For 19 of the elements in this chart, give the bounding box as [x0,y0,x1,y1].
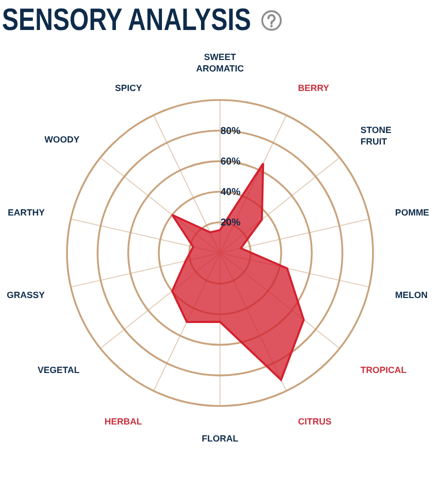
spoke-label: FLORAL [202,434,239,444]
spoke-label: SWEET AROMATIC [196,52,244,74]
spoke-label: POMME [395,208,430,218]
y-tick-label: 80% [220,126,241,137]
spoke-label: CITRUS [298,416,332,426]
y-tick-label: 40% [220,187,241,198]
spoke-label: WOODY [44,134,80,144]
spoke-label: BERRY [298,82,330,93]
spoke-label: STONE FRUIT [360,124,392,146]
spoke-label: SPICY [115,82,142,93]
spoke-label: MELON [395,290,428,300]
y-tick-label: 20% [220,218,241,229]
spoke-label: GRASSY [6,290,45,300]
spoke-label: TROPICAL [360,365,407,376]
y-tick-label: 60% [220,156,241,168]
chart-title: SENSORY ANALYSIS [2,2,251,38]
spoke-label: VEGETAL [38,365,80,376]
spoke-label: EARTHY [8,208,45,218]
spoke-label: HERBAL [104,416,143,426]
